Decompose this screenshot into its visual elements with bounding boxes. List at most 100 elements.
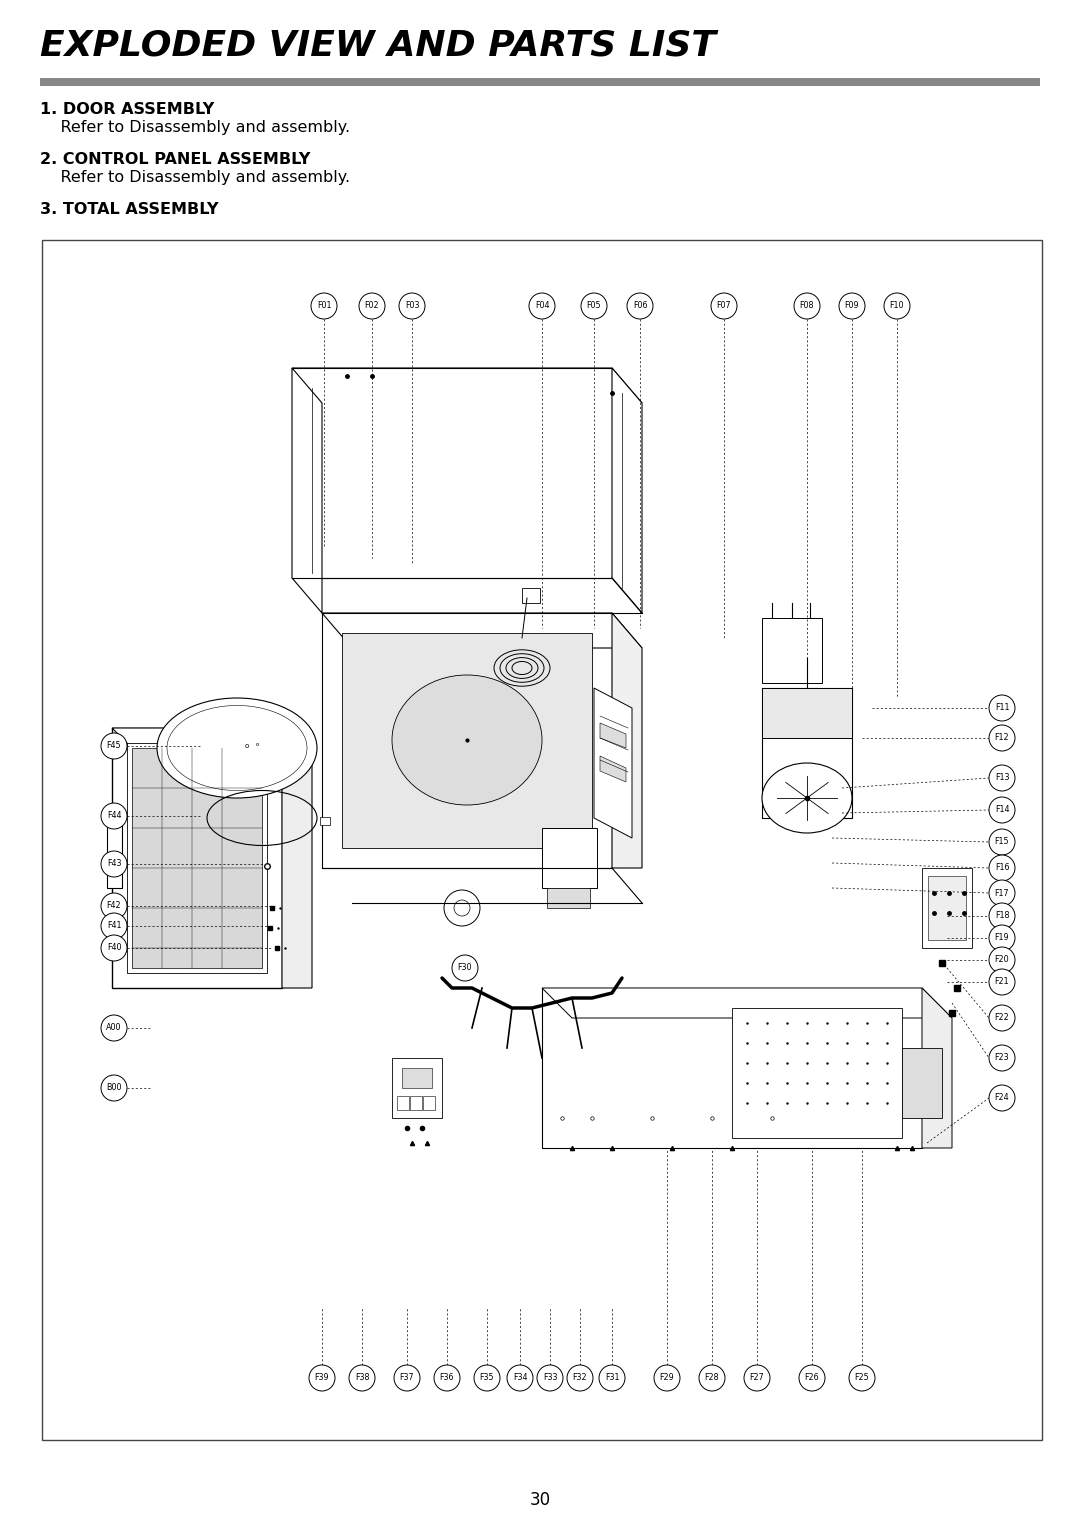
Text: F35: F35 — [480, 1374, 495, 1383]
Text: o: o — [255, 741, 259, 747]
Text: F10: F10 — [890, 301, 904, 310]
Circle shape — [349, 1365, 375, 1390]
Text: F09: F09 — [845, 301, 860, 310]
Circle shape — [989, 1045, 1015, 1071]
Circle shape — [654, 1365, 680, 1390]
Polygon shape — [397, 1096, 409, 1109]
Text: Refer to Disassembly and assembly.: Refer to Disassembly and assembly. — [40, 170, 350, 185]
Polygon shape — [546, 888, 590, 908]
Circle shape — [627, 293, 653, 319]
Polygon shape — [594, 688, 632, 837]
Circle shape — [989, 830, 1015, 856]
Polygon shape — [762, 688, 852, 738]
Polygon shape — [542, 989, 951, 1018]
Text: F24: F24 — [995, 1094, 1010, 1103]
Text: F15: F15 — [995, 837, 1010, 847]
Text: F28: F28 — [704, 1374, 719, 1383]
Circle shape — [599, 1365, 625, 1390]
Text: F16: F16 — [995, 863, 1009, 872]
Circle shape — [989, 766, 1015, 792]
Text: F41: F41 — [107, 921, 121, 931]
Polygon shape — [612, 613, 642, 868]
Text: F05: F05 — [586, 301, 602, 310]
Polygon shape — [600, 756, 626, 782]
Circle shape — [444, 889, 480, 926]
Polygon shape — [112, 727, 282, 989]
Text: B00: B00 — [106, 1083, 122, 1093]
Circle shape — [989, 947, 1015, 973]
Text: F37: F37 — [400, 1374, 415, 1383]
Text: EXPLODED VIEW AND PARTS LIST: EXPLODED VIEW AND PARTS LIST — [40, 28, 716, 63]
Ellipse shape — [157, 698, 318, 798]
Polygon shape — [322, 613, 642, 648]
Polygon shape — [762, 688, 852, 817]
Text: F25: F25 — [854, 1374, 869, 1383]
Polygon shape — [762, 617, 822, 683]
Polygon shape — [600, 723, 626, 749]
Text: F13: F13 — [995, 773, 1009, 782]
Circle shape — [989, 903, 1015, 929]
Circle shape — [989, 880, 1015, 906]
Text: o: o — [245, 743, 249, 749]
Polygon shape — [292, 368, 642, 403]
Circle shape — [711, 293, 737, 319]
Text: F27: F27 — [750, 1374, 765, 1383]
Text: F02: F02 — [365, 301, 379, 310]
Polygon shape — [282, 727, 312, 989]
Circle shape — [309, 1365, 335, 1390]
Polygon shape — [928, 876, 966, 940]
Text: F36: F36 — [440, 1374, 455, 1383]
Text: F38: F38 — [354, 1374, 369, 1383]
Text: Refer to Disassembly and assembly.: Refer to Disassembly and assembly. — [40, 121, 350, 134]
Circle shape — [102, 1015, 127, 1041]
Polygon shape — [292, 368, 322, 613]
Circle shape — [102, 1076, 127, 1102]
Text: F34: F34 — [513, 1374, 527, 1383]
Circle shape — [102, 935, 127, 961]
Circle shape — [102, 804, 127, 830]
Circle shape — [311, 293, 337, 319]
Polygon shape — [292, 368, 612, 578]
Polygon shape — [732, 1008, 902, 1138]
Polygon shape — [392, 1057, 442, 1118]
Text: A00: A00 — [106, 1024, 122, 1033]
Circle shape — [989, 924, 1015, 950]
Text: 2. CONTROL PANEL ASSEMBLY: 2. CONTROL PANEL ASSEMBLY — [40, 151, 310, 167]
Polygon shape — [423, 1096, 435, 1109]
Circle shape — [699, 1365, 725, 1390]
Text: F06: F06 — [633, 301, 647, 310]
Text: F01: F01 — [316, 301, 332, 310]
Text: 1. DOOR ASSEMBLY: 1. DOOR ASSEMBLY — [40, 102, 214, 118]
Polygon shape — [410, 1096, 422, 1109]
Circle shape — [794, 293, 820, 319]
Circle shape — [434, 1365, 460, 1390]
Text: F22: F22 — [995, 1013, 1010, 1022]
Polygon shape — [112, 727, 312, 758]
Circle shape — [581, 293, 607, 319]
Circle shape — [399, 293, 426, 319]
Text: F21: F21 — [995, 978, 1010, 987]
Text: F33: F33 — [543, 1374, 557, 1383]
Circle shape — [989, 1085, 1015, 1111]
Text: F43: F43 — [107, 859, 121, 868]
Circle shape — [102, 914, 127, 940]
Text: F04: F04 — [535, 301, 550, 310]
Text: F12: F12 — [995, 733, 1010, 743]
Bar — [42, 240, 1042, 1439]
Text: 3. TOTAL ASSEMBLY: 3. TOTAL ASSEMBLY — [40, 202, 218, 217]
Circle shape — [102, 892, 127, 918]
Polygon shape — [402, 1068, 432, 1088]
Text: F32: F32 — [572, 1374, 588, 1383]
Polygon shape — [542, 989, 922, 1148]
Circle shape — [839, 293, 865, 319]
Polygon shape — [902, 1048, 942, 1118]
Text: F42: F42 — [107, 902, 121, 911]
Circle shape — [507, 1365, 534, 1390]
Text: F18: F18 — [995, 912, 1009, 920]
Polygon shape — [320, 817, 330, 825]
Text: F03: F03 — [405, 301, 419, 310]
Circle shape — [989, 856, 1015, 882]
Text: F44: F44 — [107, 811, 121, 821]
Text: F30: F30 — [458, 964, 472, 972]
Circle shape — [744, 1365, 770, 1390]
